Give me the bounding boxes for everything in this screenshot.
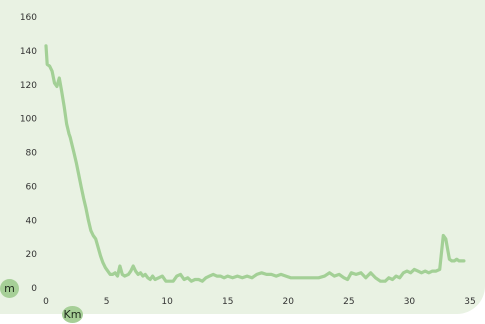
- x-axis-unit-label: Km: [62, 306, 83, 323]
- y-tick-label: 100: [20, 115, 37, 125]
- x-tick-label: 10: [161, 297, 173, 307]
- y-tick-label: 140: [20, 47, 37, 57]
- y-tick-label: 40: [26, 216, 38, 226]
- x-tick-label: 30: [404, 297, 416, 307]
- y-axis-unit-label: m: [0, 279, 19, 298]
- x-tick-label: 25: [343, 297, 354, 307]
- x-tick-label: 15: [222, 297, 233, 307]
- y-axis-ticks: 0 20 40 60 80 100 120 140 160: [20, 13, 37, 294]
- y-tick-label: 80: [26, 149, 38, 159]
- x-tick-label: 20: [283, 297, 295, 307]
- y-tick-label: 0: [31, 284, 37, 294]
- x-axis-ticks: 0 5 10 15 20 25 30 35: [43, 297, 476, 307]
- series-group: [44, 44, 466, 283]
- chart-background: [0, 0, 485, 314]
- y-tick-label: 60: [26, 182, 38, 192]
- elevation-line: [44, 44, 466, 283]
- x-tick-label: 35: [464, 297, 475, 307]
- x-tick-label: 0: [43, 297, 49, 307]
- y-tick-label: 160: [20, 13, 37, 23]
- x-tick-label: 5: [104, 297, 110, 307]
- y-tick-label: 20: [26, 250, 38, 260]
- y-tick-label: 120: [20, 81, 37, 91]
